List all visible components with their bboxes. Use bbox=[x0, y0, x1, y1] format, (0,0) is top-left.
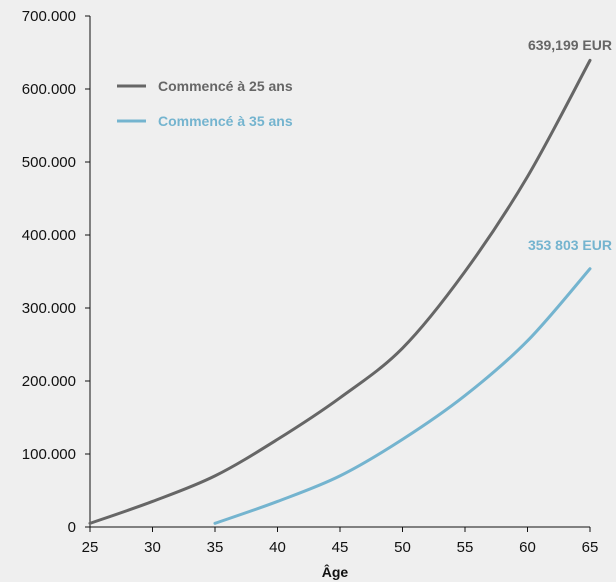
end-label-series-0: 639,199 EUR bbox=[528, 37, 612, 53]
end-label-series-1: 353 803 EUR bbox=[528, 237, 612, 253]
legend: Commencé à 25 ans Commencé à 35 ans bbox=[117, 78, 293, 129]
y-tick-label: 100.000 bbox=[22, 446, 76, 463]
y-tick-label: 0 bbox=[68, 519, 76, 536]
x-tick-label: 50 bbox=[394, 539, 411, 556]
series-layer bbox=[88, 58, 592, 525]
y-tick-label: 300.000 bbox=[22, 300, 76, 317]
y-tick-label: 200.000 bbox=[22, 373, 76, 390]
y-tick-label: 600.000 bbox=[22, 81, 76, 98]
x-tick-label: 35 bbox=[207, 539, 224, 556]
y-axis-ticks: 0 100.000 200.000 300.000 400.000 500.000 600.… bbox=[22, 8, 90, 536]
y-tick-label: 400.000 bbox=[22, 227, 76, 244]
x-tick-label: 55 bbox=[457, 539, 474, 556]
series-line-0 bbox=[88, 58, 592, 525]
x-tick-label: 45 bbox=[332, 539, 349, 556]
legend-label-1: Commencé à 35 ans bbox=[158, 113, 293, 129]
x-axis-ticks: 25 30 35 40 45 50 55 60 65 bbox=[82, 527, 599, 556]
y-tick-label: 500.000 bbox=[22, 154, 76, 171]
x-tick-label: 40 bbox=[269, 539, 286, 556]
x-tick-label: 30 bbox=[144, 539, 161, 556]
y-tick-label: 700.000 bbox=[22, 8, 76, 25]
x-tick-label: 65 bbox=[582, 539, 599, 556]
legend-label-0: Commencé à 25 ans bbox=[158, 78, 293, 94]
x-tick-label: 60 bbox=[519, 539, 536, 556]
x-tick-label: 25 bbox=[82, 539, 99, 556]
x-axis-label: Âge bbox=[322, 563, 349, 580]
series-line-1 bbox=[213, 267, 592, 525]
